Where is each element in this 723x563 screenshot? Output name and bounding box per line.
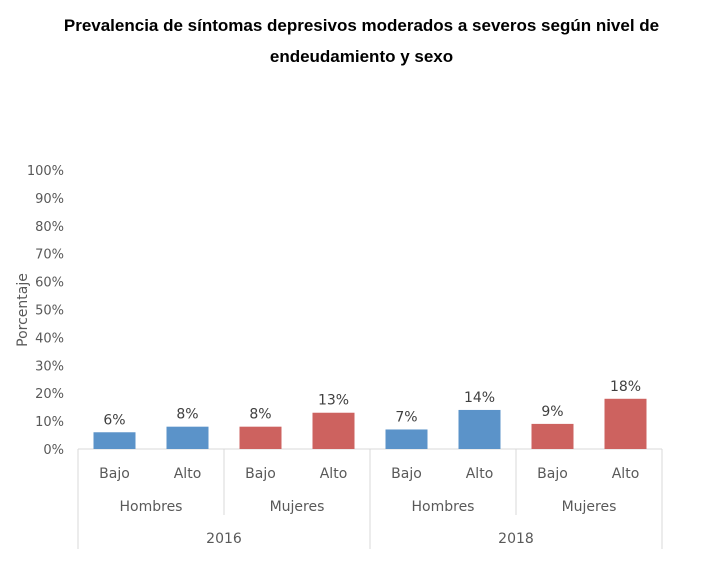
bar: [458, 409, 501, 449]
y-tick-label: 50%: [35, 304, 64, 319]
data-label: 6%: [103, 412, 125, 428]
chart-title-line-1: Prevalencia de síntomas depresivos moder…: [63, 16, 660, 35]
x-tick-label-sex: Mujeres: [270, 499, 325, 515]
x-axis: Bajo Alto Hombres Bajo Alto Mujeres 2016 Bajo Al…: [77, 448, 663, 549]
y-tick-label: 30%: [35, 359, 64, 374]
y-tick-label: 100%: [27, 164, 64, 179]
chart-title: Prevalencia de síntomas depresivos moder…: [0, 10, 723, 72]
bar: [531, 423, 574, 449]
data-label: 9%: [541, 404, 563, 420]
data-label: 18%: [610, 379, 641, 395]
data-label: 8%: [249, 407, 271, 423]
bar: [312, 412, 355, 449]
bar: [239, 426, 282, 449]
x-tick-label-level: Alto: [320, 466, 348, 482]
x-tick-label-sex: Mujeres: [562, 499, 617, 515]
x-tick-label-level: Bajo: [391, 466, 422, 482]
y-tick-label: 10%: [35, 415, 64, 430]
bar: [604, 398, 647, 449]
y-tick-label: 40%: [35, 331, 64, 346]
y-tick-label: 0%: [43, 443, 64, 458]
x-tick-label-sex: Hombres: [120, 499, 183, 515]
x-tick-label-level: Bajo: [245, 466, 276, 482]
y-tick-label: 60%: [35, 276, 64, 291]
x-tick-label-year: 2018: [498, 531, 534, 547]
chart-title-line-2: endeudamiento y sexo: [269, 47, 454, 66]
y-tick-label: 70%: [35, 248, 64, 263]
data-label: 13%: [318, 393, 349, 409]
y-axis: 0% 10% 20% 30% 40% 50% 60% 70% 80% 90% 100%: [27, 164, 64, 458]
x-tick-label-level: Alto: [174, 466, 202, 482]
y-tick-label: 80%: [35, 220, 64, 235]
data-label: 8%: [176, 407, 198, 423]
bar: [93, 432, 136, 449]
x-tick-label-level: Alto: [466, 466, 494, 482]
y-tick-label: 90%: [35, 192, 64, 207]
data-label: 7%: [395, 409, 417, 425]
x-tick-label-level: Alto: [612, 466, 640, 482]
x-tick-label-sex: Hombres: [412, 499, 475, 515]
x-tick-label-level: Bajo: [99, 466, 130, 482]
bars: 6% 8% 8% 13% 7% 14% 9% 18%: [93, 379, 647, 449]
bar: [385, 429, 428, 449]
x-tick-label-year: 2016: [206, 531, 242, 547]
x-tick-label-level: Bajo: [537, 466, 568, 482]
data-label: 14%: [464, 390, 495, 406]
y-axis-label: Porcentaje: [15, 273, 31, 347]
y-tick-label: 20%: [35, 387, 64, 402]
bar: [166, 426, 209, 449]
